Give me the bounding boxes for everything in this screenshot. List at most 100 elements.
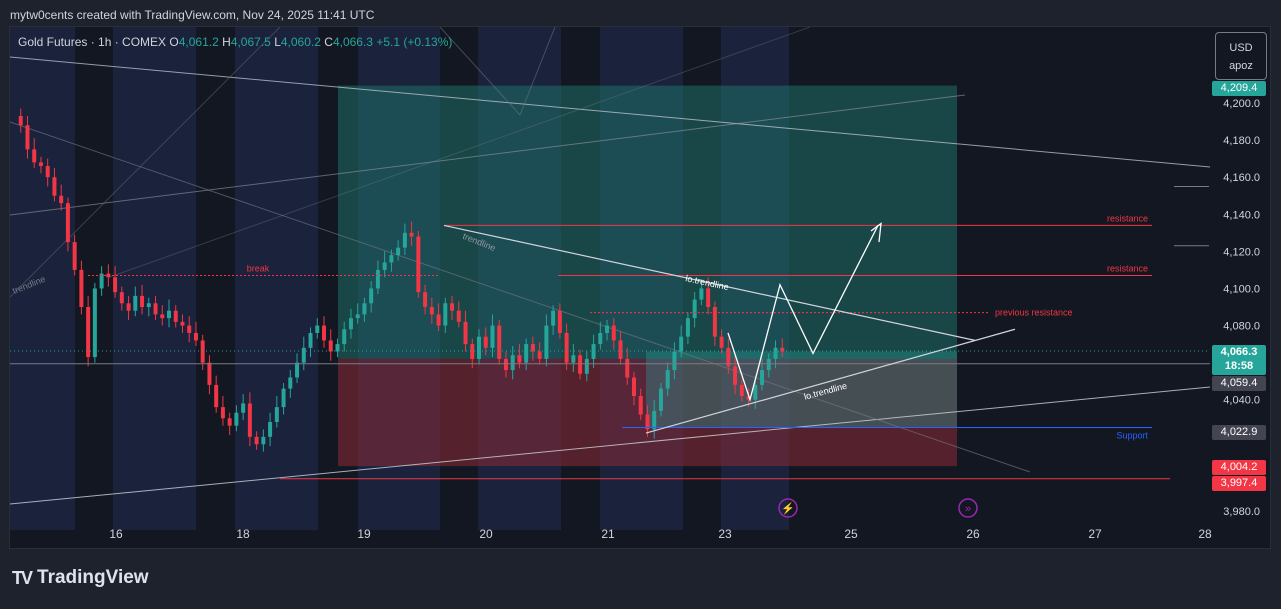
candle-body bbox=[382, 262, 387, 270]
guide-line bbox=[439, 27, 521, 116]
candle-body bbox=[119, 292, 124, 304]
symbol-name: Gold Futures · 1h · COMEX bbox=[18, 35, 167, 49]
candle-body bbox=[598, 332, 603, 345]
last-price: 4,066.3 bbox=[1220, 346, 1258, 358]
candle-body bbox=[140, 295, 145, 307]
bar-countdown: 18:58 bbox=[1224, 360, 1254, 372]
candle-body bbox=[591, 344, 596, 359]
candle-body bbox=[672, 351, 677, 371]
candle-body bbox=[126, 303, 131, 311]
candle-body bbox=[645, 414, 650, 430]
candle-body bbox=[416, 236, 421, 293]
candle-body bbox=[510, 355, 515, 371]
candle-body bbox=[450, 303, 455, 311]
x-tick-label: 19 bbox=[357, 527, 371, 541]
event-forward-icon bbox=[958, 498, 978, 518]
session-band bbox=[235, 27, 318, 530]
candle-body bbox=[692, 299, 697, 319]
break-label: break bbox=[247, 263, 270, 273]
close-label: C bbox=[324, 35, 333, 49]
candle-body bbox=[92, 288, 97, 358]
candle-body bbox=[288, 377, 293, 389]
x-tick-label: 27 bbox=[1088, 527, 1102, 541]
candle-body bbox=[780, 347, 785, 352]
candle-body bbox=[328, 340, 333, 352]
candle-body bbox=[362, 303, 367, 315]
high-label: H bbox=[222, 35, 231, 49]
tradingview-logo[interactable]: TV TradingView bbox=[12, 567, 149, 589]
candle-body bbox=[200, 340, 205, 363]
candle-body bbox=[658, 388, 663, 411]
candle-body bbox=[551, 310, 556, 326]
candle-body bbox=[584, 358, 589, 374]
candle-body bbox=[578, 355, 583, 374]
price-chart[interactable]: resistance resistance previous resistance S… bbox=[10, 27, 1270, 548]
price-tag-red: 3,997.4 bbox=[1212, 476, 1266, 491]
candle-body bbox=[173, 310, 178, 322]
price-tag-last: 4,066.3 18:58 bbox=[1212, 345, 1266, 375]
candle-body bbox=[342, 329, 347, 345]
candle-body bbox=[618, 340, 623, 359]
candle-body bbox=[45, 166, 50, 178]
x-tick-label: 18 bbox=[236, 527, 250, 541]
candle-body bbox=[456, 310, 461, 322]
guide-line bbox=[10, 94, 966, 216]
candle-body bbox=[470, 344, 475, 359]
candle-body bbox=[207, 362, 212, 385]
session-band bbox=[113, 27, 196, 530]
candle-body bbox=[773, 347, 778, 359]
candle-body bbox=[268, 421, 273, 437]
open-value: 4,061.2 bbox=[178, 35, 219, 49]
candle-body bbox=[281, 388, 286, 408]
candle-body bbox=[409, 232, 414, 237]
price-tag-gray-2: 4,022.9 bbox=[1212, 425, 1266, 440]
candle-body bbox=[315, 325, 320, 333]
candle-body bbox=[483, 336, 488, 348]
candle-body bbox=[571, 355, 576, 363]
low-value: 4,060.2 bbox=[280, 35, 321, 49]
candle-body bbox=[261, 436, 266, 445]
projection-arrow-icon bbox=[870, 222, 882, 243]
candle-body bbox=[187, 325, 192, 333]
candle-body bbox=[719, 336, 724, 348]
guide-line bbox=[109, 27, 811, 278]
price-tag-gray-1: 4,059.4 bbox=[1212, 376, 1266, 391]
candle-body bbox=[685, 318, 690, 337]
guide-line bbox=[10, 56, 1211, 168]
candle-body bbox=[348, 318, 353, 330]
candle-body bbox=[463, 321, 468, 345]
x-tick-label: 20 bbox=[479, 527, 493, 541]
candle-body bbox=[652, 410, 657, 430]
candle-body bbox=[497, 325, 502, 359]
event-lightning-icon-glyph: ⚡ bbox=[781, 502, 795, 515]
candle-body bbox=[712, 307, 717, 337]
candle-body bbox=[335, 344, 340, 352]
candle-body bbox=[753, 384, 758, 400]
candle-body bbox=[443, 303, 448, 326]
candle-body bbox=[113, 277, 118, 293]
open-label: O bbox=[169, 35, 179, 49]
trendline-down bbox=[443, 224, 976, 341]
high-value: 4,067.5 bbox=[230, 35, 271, 49]
candle-body bbox=[638, 396, 643, 415]
candle-body bbox=[160, 314, 165, 319]
candle-body bbox=[79, 269, 84, 307]
candle-body bbox=[322, 325, 326, 341]
symbol-legend: Gold Futures · 1h · COMEX O4,061.2 H4,06… bbox=[18, 35, 452, 49]
candle-body bbox=[679, 336, 684, 352]
resistance-label-2: resistance bbox=[1107, 263, 1148, 273]
candle-body bbox=[274, 407, 279, 422]
currency-selector[interactable]: USD apoz bbox=[1215, 32, 1267, 80]
resistance-label-1: resistance bbox=[1107, 213, 1148, 223]
event-forward-icon-glyph: » bbox=[965, 503, 971, 515]
candle-body bbox=[193, 332, 198, 341]
guide-line bbox=[519, 27, 556, 116]
y-tick-label: 4,080.0 bbox=[1223, 321, 1260, 333]
x-tick-label: 23 bbox=[718, 527, 732, 541]
support-label: Support bbox=[1116, 431, 1148, 441]
change-value: +5.1 (+0.13%) bbox=[376, 35, 453, 49]
candle-body bbox=[625, 358, 630, 378]
candle-body bbox=[99, 273, 104, 289]
y-tick-label: 4,180.0 bbox=[1223, 135, 1260, 147]
guide-line bbox=[10, 27, 281, 298]
